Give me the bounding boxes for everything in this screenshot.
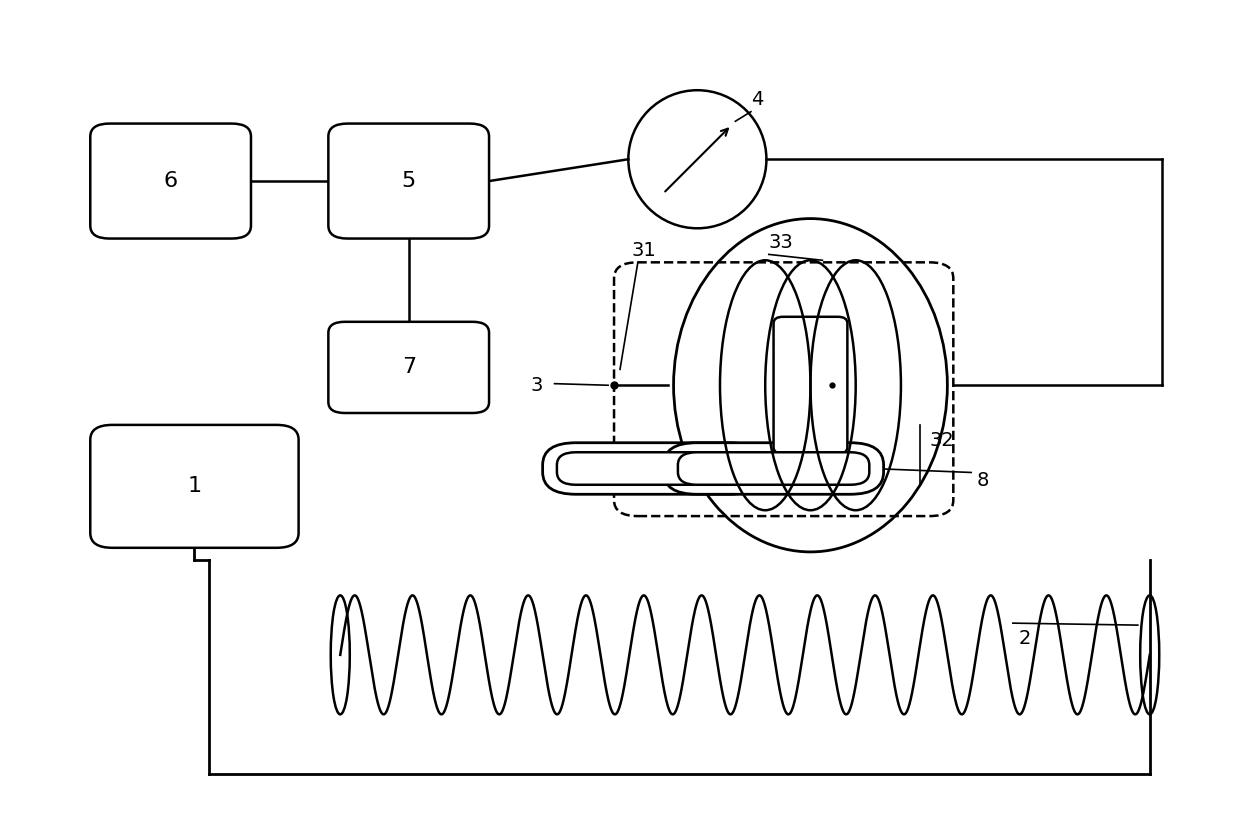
Text: 31: 31 (631, 241, 656, 260)
FancyBboxPatch shape (91, 425, 299, 548)
FancyBboxPatch shape (557, 453, 748, 485)
Text: 7: 7 (402, 358, 415, 377)
FancyBboxPatch shape (663, 443, 884, 494)
Text: 1: 1 (187, 477, 201, 496)
Text: 33: 33 (769, 233, 794, 252)
Text: 32: 32 (929, 431, 954, 450)
FancyBboxPatch shape (678, 453, 869, 485)
Text: 2: 2 (1018, 629, 1030, 648)
Text: 6: 6 (164, 171, 177, 191)
FancyBboxPatch shape (543, 443, 763, 494)
Text: 4: 4 (750, 90, 763, 109)
FancyBboxPatch shape (614, 263, 954, 516)
FancyBboxPatch shape (329, 124, 489, 239)
FancyBboxPatch shape (91, 124, 250, 239)
Text: 5: 5 (402, 171, 415, 191)
FancyBboxPatch shape (329, 322, 489, 413)
FancyBboxPatch shape (774, 317, 847, 453)
Text: 8: 8 (977, 471, 990, 490)
Text: 3: 3 (531, 376, 543, 395)
